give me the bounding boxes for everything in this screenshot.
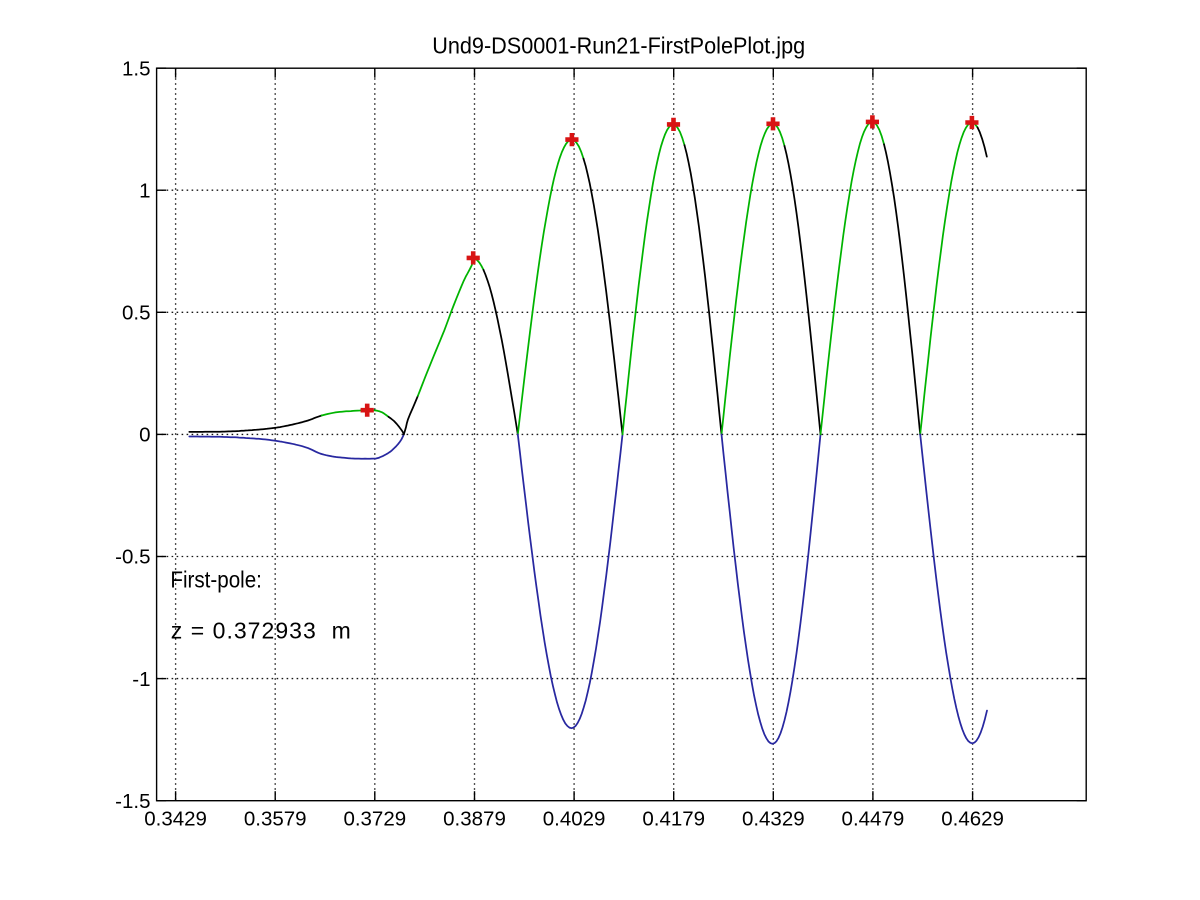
- svg-text:z = 0.372933 m: z = 0.372933 m: [171, 617, 351, 643]
- svg-text:First-pole:: First-pole:: [170, 567, 262, 593]
- svg-text:0.3579: 0.3579: [244, 808, 307, 831]
- svg-text:1.5: 1.5: [122, 57, 151, 80]
- svg-text:0.3429: 0.3429: [144, 808, 207, 831]
- svg-text:0.4479: 0.4479: [842, 808, 905, 831]
- svg-text:0: 0: [139, 424, 150, 447]
- svg-text:0.3729: 0.3729: [343, 808, 406, 831]
- svg-text:0.4029: 0.4029: [543, 808, 606, 831]
- svg-text:-0.5: -0.5: [115, 546, 150, 569]
- svg-text:0.3879: 0.3879: [443, 808, 506, 831]
- svg-text:1: 1: [139, 179, 150, 202]
- svg-text:-1.5: -1.5: [115, 790, 150, 813]
- svg-text:0.5: 0.5: [122, 302, 151, 325]
- svg-text:Und9-DS0001-Run21-FirstPolePlo: Und9-DS0001-Run21-FirstPolePlot.jpg: [432, 32, 805, 58]
- svg-text:0.4329: 0.4329: [742, 808, 805, 831]
- svg-text:-1: -1: [132, 668, 150, 691]
- svg-text:0.4629: 0.4629: [941, 808, 1004, 831]
- svg-text:0.4179: 0.4179: [642, 808, 705, 831]
